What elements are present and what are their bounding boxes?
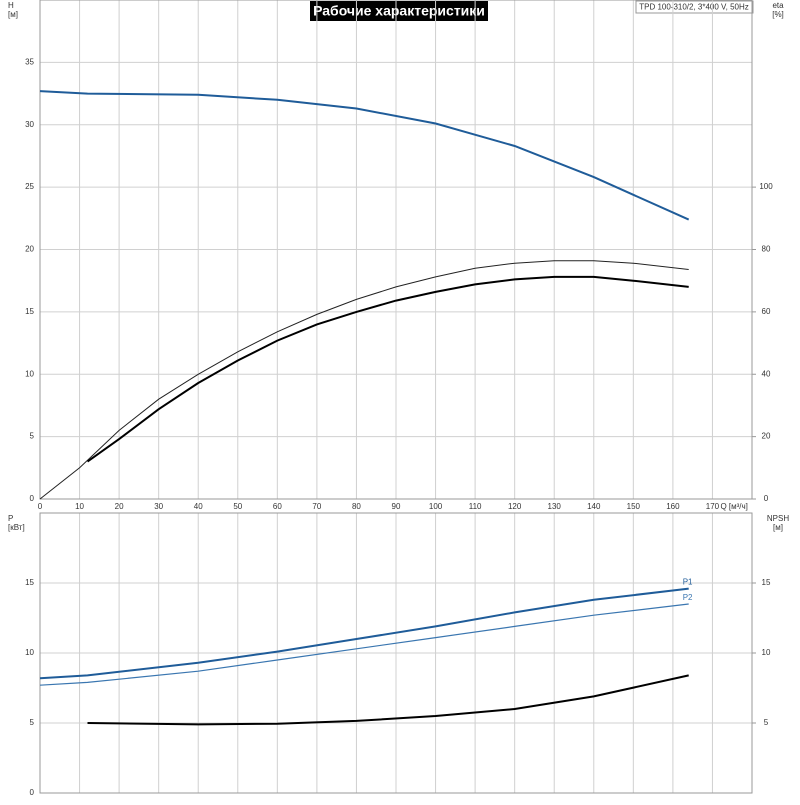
x-tick-label: 80 (352, 502, 361, 511)
y2-tick-label: 100 (759, 182, 773, 191)
y2-axis-label: NPSH (767, 514, 789, 523)
subtitle-box (635, 0, 754, 14)
y2-tick-label: 80 (762, 245, 771, 254)
x-tick-label: 100 (429, 502, 443, 511)
x-tick-label: 130 (548, 502, 562, 511)
x-tick-label: 120 (508, 502, 522, 511)
x-tick-label: 140 (587, 502, 601, 511)
y-tick-label: 35 (25, 57, 34, 66)
series-line (39, 587, 689, 680)
series-line (86, 275, 689, 463)
y-tick-label: 5 (30, 718, 35, 727)
x-tick-label: 10 (75, 502, 84, 511)
y-axis-unit: [м] (8, 10, 18, 19)
y2-axis-label: eta (772, 1, 784, 10)
y-tick-label: 15 (25, 578, 34, 587)
y2-axis-unit: [м] (773, 523, 783, 532)
series-line (39, 260, 689, 500)
series-line (87, 674, 689, 726)
y2-tick-label: 0 (764, 494, 769, 503)
x-tick-label: 90 (392, 502, 401, 511)
y-tick-label: 10 (25, 369, 34, 378)
plot-frame (39, 0, 753, 500)
title-box (310, 1, 488, 21)
x-tick-label: 0 (38, 502, 43, 511)
y-tick-label: 0 (30, 788, 35, 797)
y-tick-label: 30 (25, 120, 34, 129)
x-tick-label: 20 (115, 502, 124, 511)
series-line (39, 603, 689, 686)
y2-axis-unit: [%] (772, 10, 784, 19)
x-tick-label: 50 (233, 502, 242, 511)
y-tick-label: 20 (25, 245, 34, 254)
y-tick-label: 15 (25, 307, 34, 316)
x-axis-label: Q [м³/ч] (720, 502, 747, 511)
series-line (39, 90, 690, 221)
x-tick-label: 170 (706, 502, 720, 511)
series-label: P1 (683, 578, 693, 587)
y2-tick-label: 10 (762, 648, 771, 657)
y-axis-label: H (8, 1, 14, 10)
x-tick-label: 110 (469, 502, 482, 511)
y2-tick-label: 20 (762, 432, 771, 441)
y-axis-unit: [кВт] (8, 523, 25, 532)
y-tick-label: 10 (25, 648, 34, 657)
y2-tick-label: 40 (762, 369, 771, 378)
x-tick-label: 70 (312, 502, 321, 511)
y2-tick-label: 5 (764, 718, 769, 727)
y2-tick-label: 60 (762, 307, 771, 316)
y-tick-label: 0 (30, 494, 35, 503)
y-tick-label: 25 (25, 182, 34, 191)
x-tick-label: 150 (627, 502, 641, 511)
plot-frame (39, 512, 753, 794)
x-tick-label: 30 (154, 502, 163, 511)
y-axis-label: P (8, 514, 13, 523)
chart-title: Рабочие характеристики (313, 3, 485, 19)
chart-subtitle: TPD 100-310/2, 3*400 V, 50Hz (639, 3, 749, 12)
x-tick-label: 160 (666, 502, 680, 511)
x-tick-label: 40 (194, 502, 203, 511)
y-tick-label: 5 (30, 432, 35, 441)
y2-tick-label: 15 (762, 578, 771, 587)
x-tick-label: 60 (273, 502, 282, 511)
series-label: P2 (683, 593, 693, 602)
